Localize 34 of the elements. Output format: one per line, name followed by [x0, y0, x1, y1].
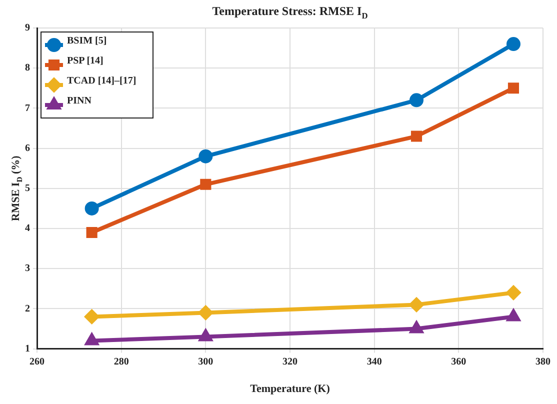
y-tick-label: 4 — [25, 223, 30, 234]
y-tick-label: 1 — [25, 343, 30, 354]
legend-label: PINN — [67, 96, 92, 107]
x-tick-label: 260 — [30, 356, 44, 368]
y-tick-label: 8 — [25, 62, 30, 74]
point — [86, 226, 98, 238]
x-tick-label: 380 — [536, 356, 550, 368]
point — [410, 298, 424, 312]
legend-label: TCAD [14]–[17] — [67, 76, 136, 87]
x-axis-title: Temperature (K) — [250, 383, 330, 396]
point — [85, 334, 98, 346]
y-tick-label: 5 — [25, 182, 30, 194]
point — [198, 306, 213, 320]
x-tick-label: 340 — [366, 356, 382, 368]
x-tick-label: 300 — [198, 356, 214, 368]
point — [410, 93, 424, 108]
point — [200, 178, 212, 190]
legend-label: PSP [14] — [67, 56, 104, 67]
point — [410, 130, 422, 142]
point — [84, 310, 99, 324]
y-tick-label: 9 — [25, 22, 30, 34]
point — [506, 37, 520, 52]
x-tick-label: 280 — [114, 356, 129, 368]
y-tick-label: 2 — [25, 303, 30, 314]
point — [198, 149, 213, 164]
point — [506, 286, 520, 300]
x-tick-label: 320 — [282, 356, 298, 368]
point — [84, 201, 99, 216]
point — [508, 82, 520, 94]
x-tick-label: 360 — [451, 356, 466, 368]
legend-label: BSIM [5] — [67, 36, 107, 47]
y-tick-label: 6 — [25, 142, 30, 154]
y-tick-label: 3 — [25, 263, 30, 274]
y-tick-label: 7 — [25, 102, 30, 114]
